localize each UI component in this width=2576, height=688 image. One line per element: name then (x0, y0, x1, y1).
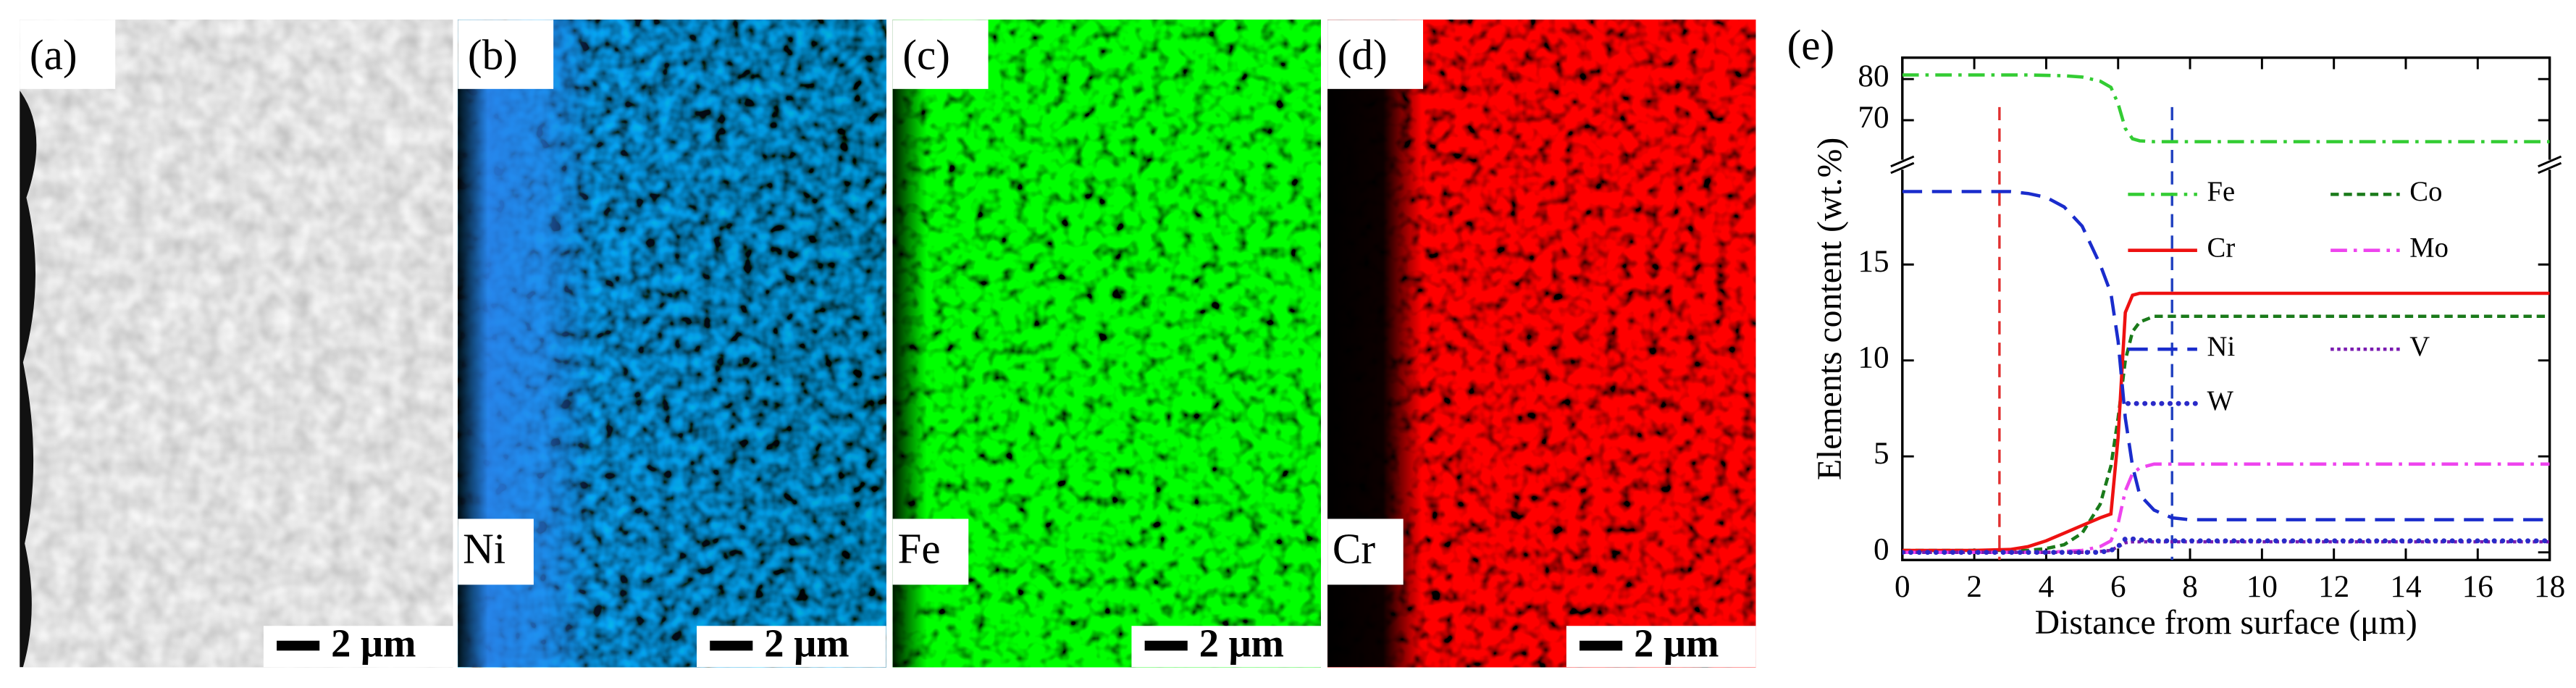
x-tick-label: 14 (2390, 569, 2421, 604)
element-box (458, 519, 534, 585)
series-line (1902, 462, 2550, 554)
label-box (458, 20, 554, 89)
series-layer (1902, 190, 2550, 555)
x-axis-title: Distance from surface (μm) (2035, 603, 2417, 642)
x-tick-label: 0 (1895, 569, 1910, 604)
label-box (20, 20, 116, 89)
legend-label: V (2409, 332, 2430, 362)
y-tick-label: 15 (1858, 244, 1889, 279)
element-box (1327, 519, 1404, 585)
y-tick-label: 80 (1858, 59, 1889, 93)
panel-label: (c) (902, 30, 950, 78)
x-tick-label: 10 (2246, 569, 2278, 604)
element-label: Cr (1333, 525, 1375, 573)
axis-break-mark (2538, 155, 2562, 168)
element-box (892, 519, 969, 585)
y-axis-title: Elements content (wt.%) (1811, 138, 1849, 480)
label-box (1327, 20, 1423, 89)
x-tick-label: 6 (2110, 569, 2126, 604)
scale-text: 2 μm (1199, 621, 1284, 665)
scale-text: 2 μm (331, 621, 416, 665)
legend-label: Co (2409, 177, 2442, 207)
scale-bar (1144, 640, 1188, 651)
scale-text: 2 μm (764, 621, 849, 665)
y-tick-label: 70 (1858, 100, 1889, 135)
legend-label: Cr (2207, 233, 2236, 264)
legend-label: Mo (2409, 233, 2449, 264)
panel-label: (b) (468, 30, 518, 78)
series-line (1902, 536, 2550, 555)
panel-label: (d) (1338, 30, 1388, 78)
panel-annotations: (a) 2 μm (b) Ni 2 μm (c) Fe 2 μm (d) Cr 2 μm (20, 20, 1756, 668)
scale-text: 2 μm (1634, 621, 1719, 665)
scale-bar (710, 640, 753, 651)
series-line (1902, 540, 2550, 554)
x-tick-label: 2 (1966, 569, 1982, 604)
scale-bar (1579, 640, 1623, 651)
chart: (e) 0 2 4 6 8 10 12 14 16 18 0 5 10 15 70 80 Distance fro… (1787, 21, 2566, 642)
element-label: Ni (463, 525, 505, 573)
x-tick-label: 12 (2318, 569, 2349, 604)
scale-bar (277, 640, 320, 651)
micrograph-a (20, 20, 453, 668)
series-line (1902, 73, 2550, 143)
x-tick-label: 18 (2534, 569, 2565, 604)
axis-break-mark (1890, 155, 1915, 168)
panel-label: (a) (30, 30, 77, 78)
legend-label: Fe (2207, 177, 2236, 207)
plot-frame (1901, 56, 2551, 561)
y-tick-label: 5 (1874, 436, 1889, 471)
y-tick-label: 0 (1874, 532, 1889, 567)
axis-break-mark (2538, 161, 2562, 175)
x-tick-label: 4 (2039, 569, 2055, 604)
axis-break-gap (1892, 159, 1913, 170)
series-line (1902, 291, 2550, 553)
label-box (892, 20, 989, 89)
series-layer (1902, 73, 2550, 143)
x-tick-label: 8 (2182, 569, 2198, 604)
y-tick-label: 10 (1858, 340, 1889, 375)
axis-break-mark (1890, 161, 1915, 175)
legend-label: Ni (2207, 332, 2236, 362)
legend-label: W (2207, 386, 2234, 416)
panel-label: (e) (1787, 21, 1835, 69)
series-line (1902, 190, 2550, 521)
element-label: Fe (897, 525, 940, 573)
axis-break-gap (2539, 159, 2560, 170)
x-tick-label: 16 (2462, 569, 2493, 604)
